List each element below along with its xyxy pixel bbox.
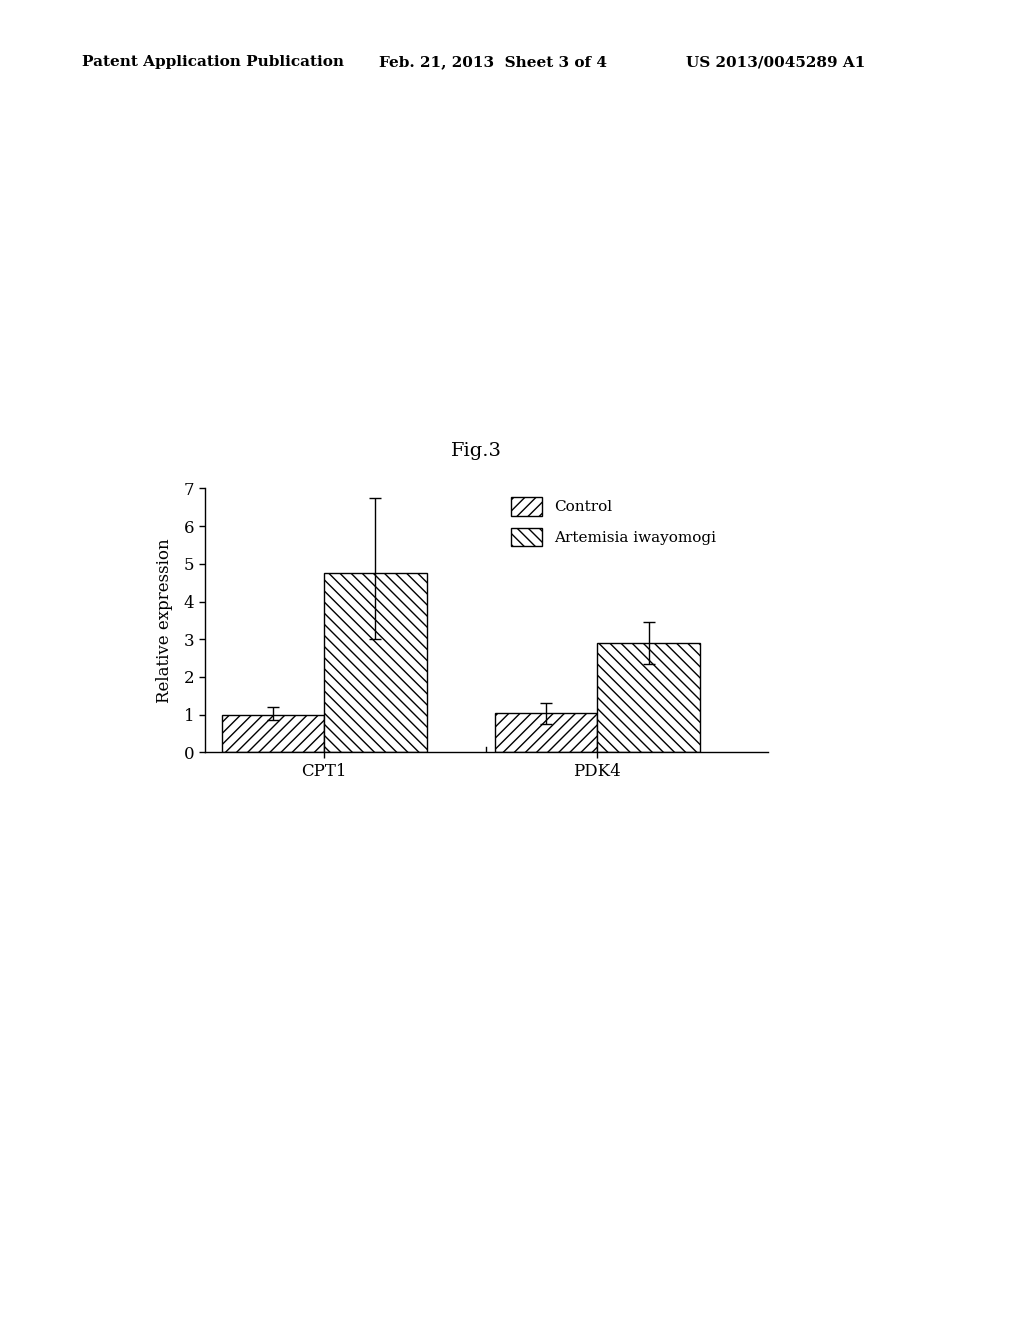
- Text: Patent Application Publication: Patent Application Publication: [82, 55, 344, 70]
- Bar: [325, 573, 427, 752]
- Bar: [495, 713, 597, 752]
- Text: Fig.3: Fig.3: [451, 442, 502, 461]
- Text: Feb. 21, 2013  Sheet 3 of 4: Feb. 21, 2013 Sheet 3 of 4: [379, 55, 607, 70]
- Text: US 2013/0045289 A1: US 2013/0045289 A1: [686, 55, 865, 70]
- Legend: Control, Artemisia iwayomogi: Control, Artemisia iwayomogi: [505, 491, 722, 553]
- Bar: [222, 714, 325, 752]
- Y-axis label: Relative expression: Relative expression: [156, 539, 173, 702]
- Bar: [597, 643, 699, 752]
